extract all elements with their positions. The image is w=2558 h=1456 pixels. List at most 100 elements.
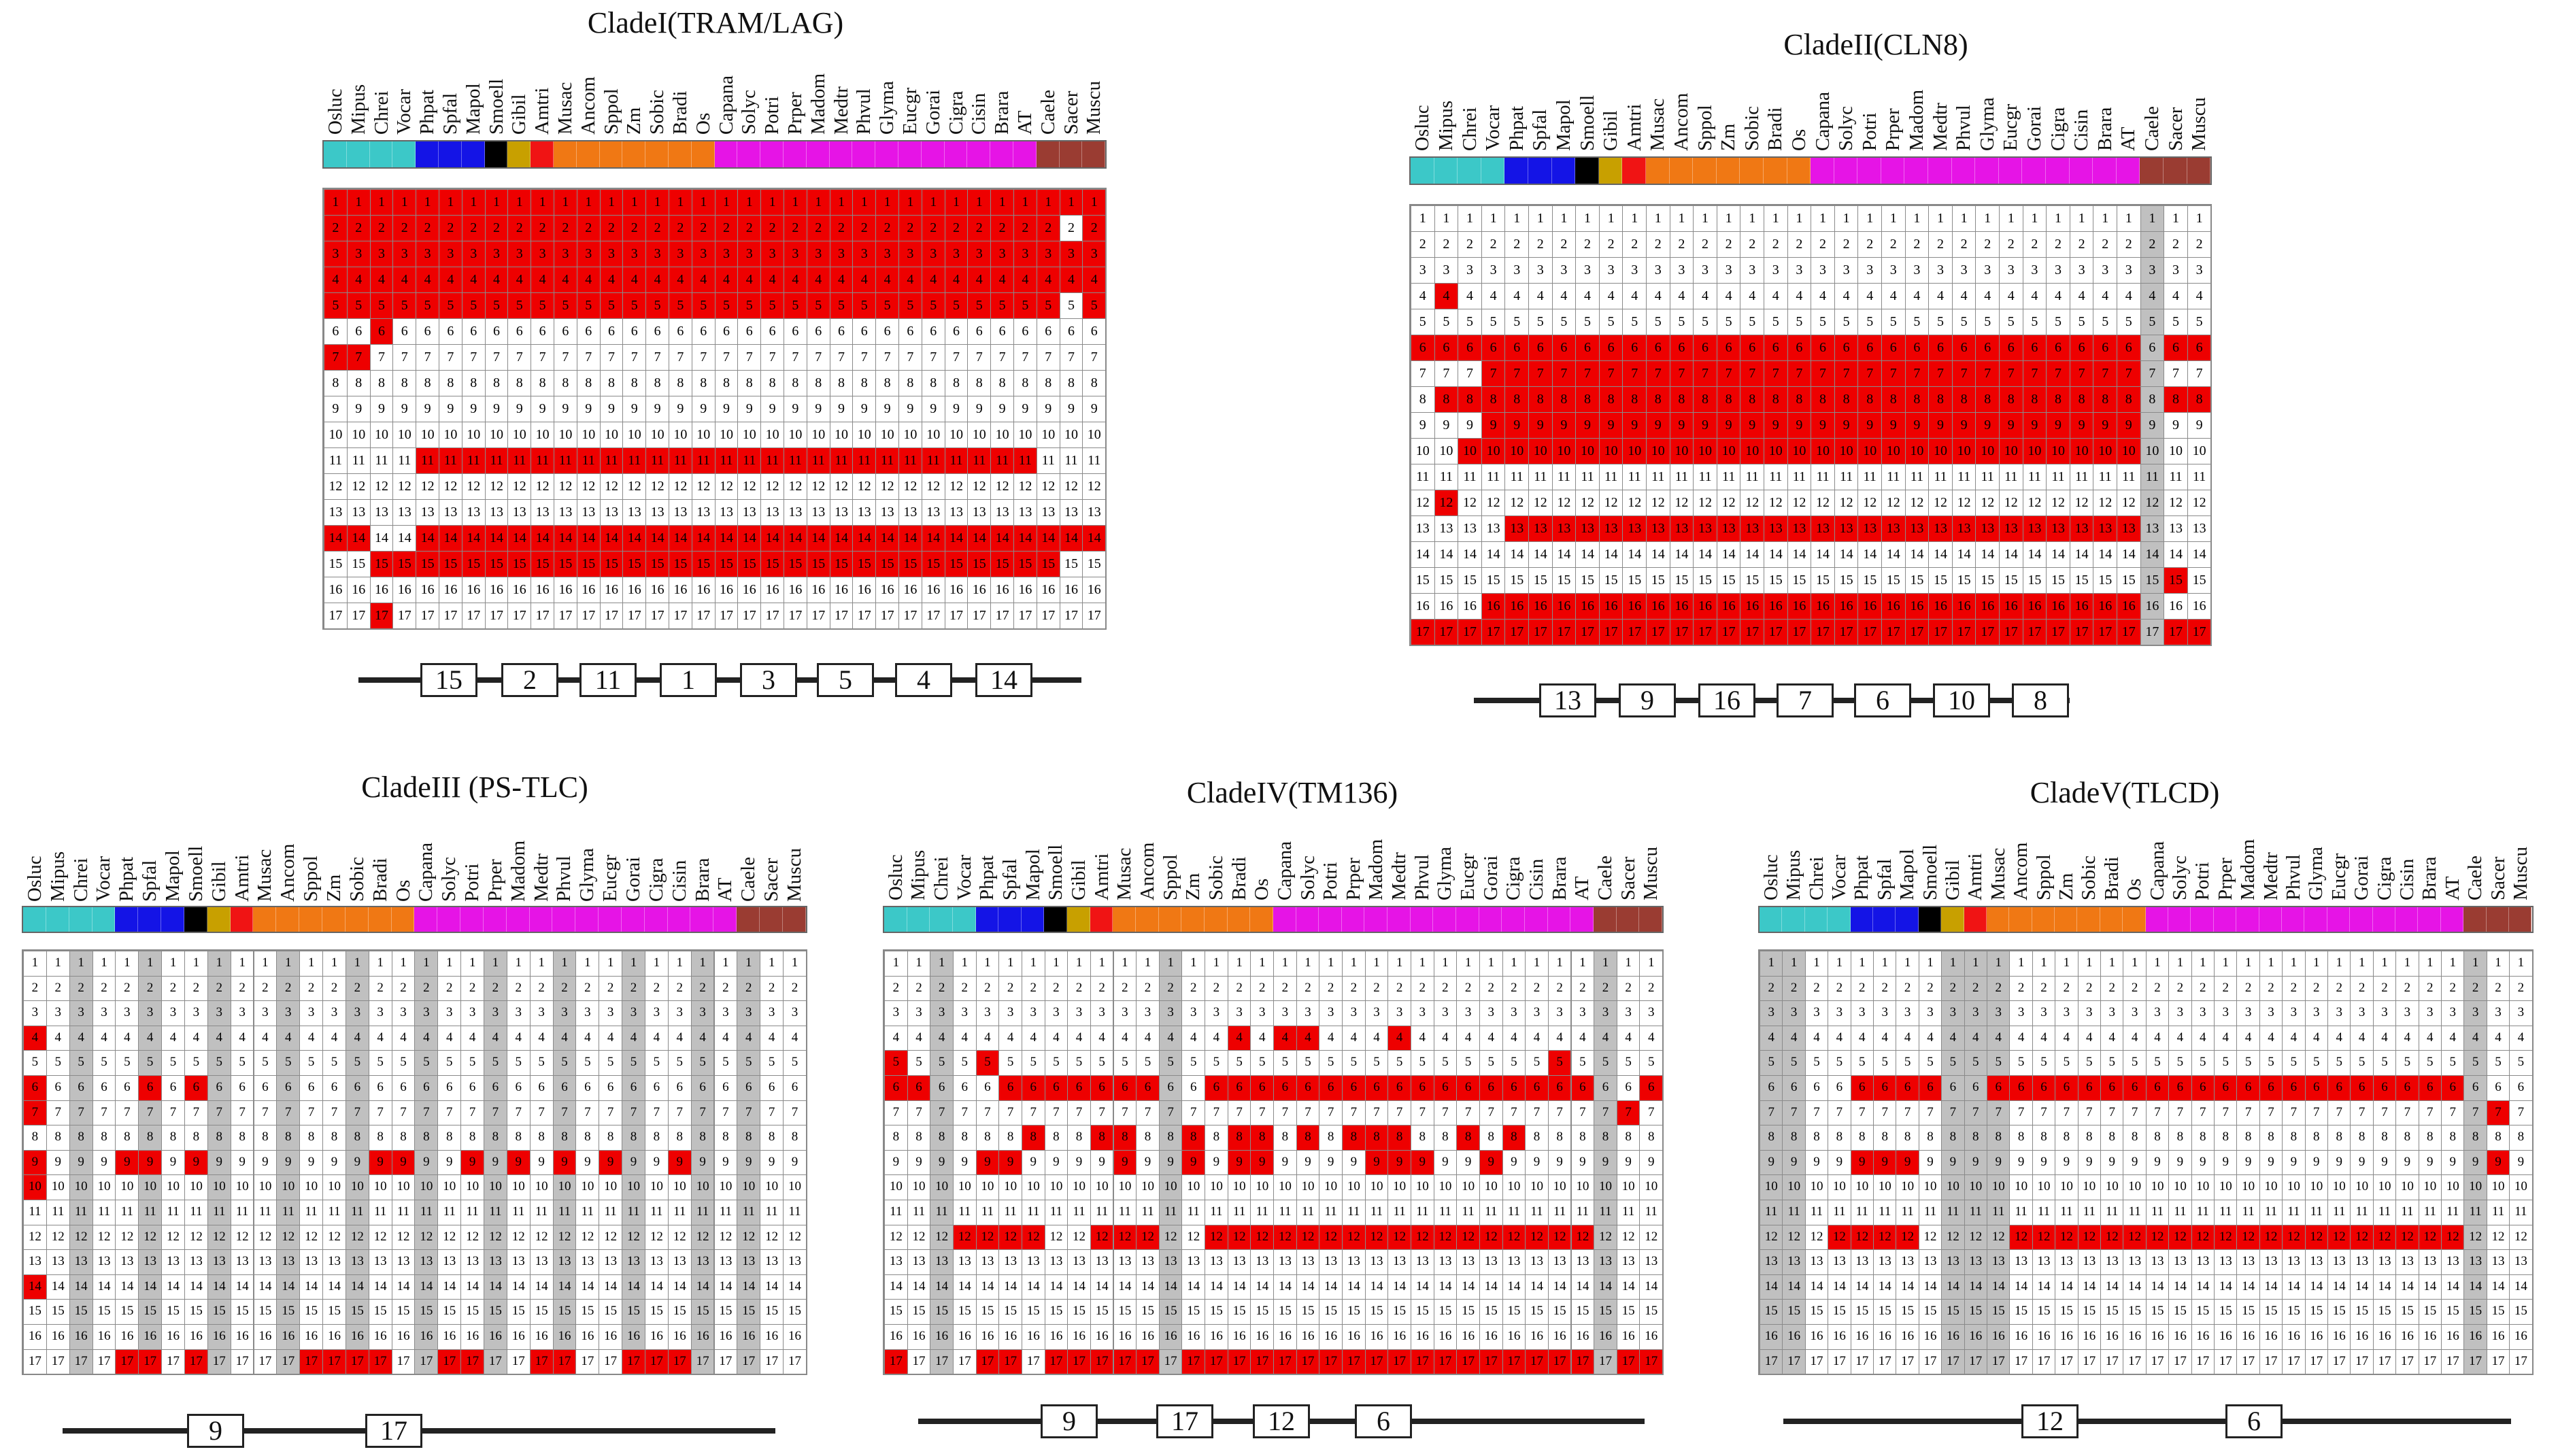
species-group-swatch [1113, 907, 1137, 932]
motif-cell: 17 [1434, 619, 1459, 645]
motif-cell: 5 [1411, 309, 1435, 335]
motif-cell: 15 [322, 1299, 346, 1325]
species-group-swatch [1850, 907, 1873, 932]
motif-cell: 14 [1059, 525, 1083, 552]
motif-cell: 16 [1364, 1324, 1389, 1350]
motif-cell: 17 [1319, 1349, 1343, 1375]
motif-cell: 10 [2168, 1174, 2192, 1200]
motif-cell: 12 [2117, 490, 2141, 516]
motif-cell: 17 [644, 1349, 669, 1375]
motif-cell: 14 [1873, 1274, 1897, 1300]
species-label: Zm [623, 107, 645, 135]
motif-cell: 8 [1999, 386, 2023, 413]
motif-cell: 16 [1082, 577, 1107, 603]
motif-cell: 6 [1044, 1075, 1068, 1101]
motif-cell: 10 [1528, 438, 1553, 464]
motif-cell: 5 [669, 292, 692, 319]
motif-cell: 9 [1646, 412, 1670, 439]
motif-cell: 7 [2191, 1100, 2215, 1126]
motif-cell: 14 [1828, 1274, 1851, 1300]
motif-cell: 17 [760, 603, 784, 629]
motif-cell: 9 [2187, 412, 2212, 439]
motif-cell: 3 [1669, 257, 1694, 284]
clade-title: CladeI(TRAM/LAG) [588, 5, 843, 40]
motif-cell: 10 [1296, 1174, 1320, 1200]
motif-cell: 5 [1811, 309, 1835, 335]
motif-cell: 2 [1850, 975, 1874, 1002]
motif-cell: 11 [1181, 1200, 1206, 1225]
motif-cell: 10 [484, 422, 509, 448]
motif-cell: 4 [23, 1025, 47, 1051]
motif-cell: 14 [1090, 1274, 1114, 1300]
motif-cell: 11 [667, 1200, 692, 1225]
motif-cell: 3 [2145, 1000, 2170, 1026]
motif-cell: 12 [1873, 1224, 1897, 1251]
motif-cell: 11 [1834, 464, 1859, 490]
motif-cell: 11 [1113, 1200, 1137, 1225]
motif-cell: 1 [299, 951, 324, 977]
motif-cell: 14 [506, 1274, 531, 1300]
motif-cell: 1 [1928, 205, 1953, 232]
motif-cell: 9 [324, 396, 348, 422]
motif-cell: 14 [2236, 1274, 2260, 1300]
motif-cell: 13 [506, 1249, 531, 1275]
motif-cell: 15 [1158, 1299, 1183, 1325]
motif-cell: 9 [2069, 412, 2094, 439]
motif-cell: 15 [2350, 1299, 2374, 1325]
motif-cell: 8 [115, 1125, 139, 1151]
motif-cell: 7 [184, 1100, 208, 1126]
motif-cell: 14 [346, 525, 371, 552]
motif-cell: 11 [1594, 1200, 1617, 1225]
motif-cell: 7 [324, 344, 348, 371]
motif-cell: 5 [1528, 309, 1553, 335]
motif-cell: 1 [691, 189, 716, 216]
motif-cell: 14 [1639, 1274, 1664, 1300]
motif-cell: 6 [875, 318, 899, 345]
exon-box: 4 [895, 663, 952, 697]
motif-cell: 2 [1113, 975, 1137, 1002]
motif-cell: 8 [1113, 1125, 1137, 1151]
motif-cell: 16 [714, 577, 739, 603]
motif-cell: 8 [944, 370, 969, 396]
motif-cell: 10 [2282, 1174, 2306, 1200]
motif-cell: 7 [1525, 1100, 1549, 1126]
motif-cell: 5 [1296, 1050, 1320, 1076]
motif-cell: 4 [2022, 283, 2047, 309]
exon-box: 6 [1854, 683, 1911, 717]
motif-cell: 3 [2032, 1000, 2056, 1026]
motif-cell: 5 [416, 292, 439, 319]
motif-cell: 7 [115, 1100, 139, 1126]
motif-cell: 15 [898, 551, 922, 577]
motif-cell: 5 [1594, 1050, 1617, 1076]
species-group-swatch [115, 907, 139, 932]
motif-cell: 17 [2069, 619, 2094, 645]
motif-cell: 11 [1364, 1200, 1389, 1225]
motif-cell: 9 [1502, 1149, 1526, 1176]
motif-cell: 11 [829, 447, 854, 474]
exon-box: 13 [1539, 683, 1596, 717]
motif-cell: 15 [1458, 567, 1482, 594]
motif-cell: 12 [392, 473, 417, 500]
species-group-swatch [921, 141, 945, 167]
species-group-swatch [1918, 907, 1942, 932]
motif-cell: 14 [1528, 541, 1553, 568]
species-group-swatch [507, 141, 531, 167]
species-label: Madom [2237, 839, 2259, 900]
motif-cell: 10 [575, 1174, 600, 1200]
species-group-swatch [207, 907, 231, 932]
motif-cell: 15 [1296, 1299, 1320, 1325]
motif-cell: 10 [1364, 1174, 1389, 1200]
motif-cell: 5 [737, 1050, 761, 1076]
motif-cell: 4 [667, 1025, 692, 1051]
motif-cell: 5 [368, 1050, 392, 1076]
motif-cell: 14 [1760, 1274, 1783, 1300]
motif-cell: 10 [439, 422, 462, 448]
motif-cell: 8 [2140, 386, 2165, 413]
species-label: Cigra [945, 91, 967, 135]
motif-cell: 3 [369, 241, 394, 267]
motif-cell: 6 [115, 1075, 139, 1101]
motif-cell: 12 [907, 1224, 931, 1251]
motif-cell: 7 [69, 1100, 93, 1126]
motif-cell: 11 [1964, 1200, 1987, 1225]
motif-cell: 16 [1411, 593, 1435, 620]
